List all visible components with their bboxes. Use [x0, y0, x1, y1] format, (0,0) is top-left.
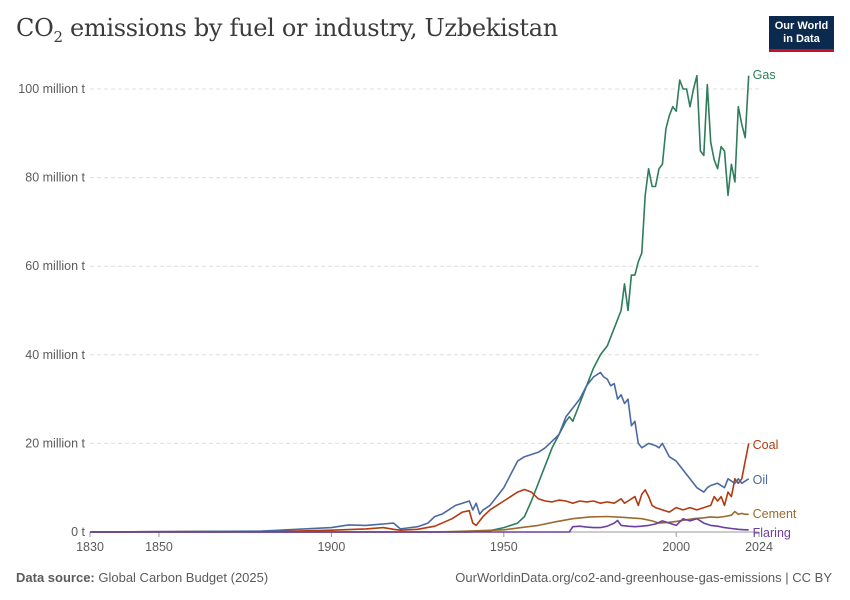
data-source: Data source: Global Carbon Budget (2025) — [16, 570, 269, 585]
x-tick-label: 1850 — [145, 540, 173, 554]
line-chart: 0 t 20 million t 40 million t 60 million t 8… — [18, 68, 797, 554]
series-line-flaring — [90, 517, 749, 533]
series-label-oil: Oil — [753, 473, 768, 487]
license-link[interactable]: OurWorldinData.org/co2-and-greenhouse-ga… — [455, 570, 832, 585]
logo-line-1: Our World — [774, 20, 829, 32]
chart-title: CO2 emissions by fuel or industry, Uzbek… — [16, 14, 558, 46]
y-tick-label: 40 million t — [25, 348, 85, 362]
y-tick-label: 100 million t — [18, 82, 85, 96]
x-tick-label: 1900 — [317, 540, 345, 554]
series-label-coal: Coal — [753, 438, 779, 452]
logo-accent-bar — [769, 49, 834, 52]
logo-line-2: in Data — [783, 33, 820, 45]
x-tick-label: 2000 — [662, 540, 690, 554]
x-tick-label: 1830 — [76, 540, 104, 554]
y-tick-label: 0 t — [71, 525, 85, 539]
y-tick-label: 80 million t — [25, 171, 85, 185]
x-tick-label: 2024 — [745, 540, 773, 554]
series-label-flaring: Flaring — [753, 526, 791, 540]
x-tick-label: 1950 — [490, 540, 518, 554]
y-tick-label: 20 million t — [25, 436, 85, 450]
series-line-oil — [89, 371, 750, 533]
series-line-coal — [89, 443, 750, 533]
series-label-cement: Cement — [753, 507, 797, 521]
series-label-gas: Gas — [753, 68, 776, 82]
y-tick-label: 60 million t — [25, 259, 85, 273]
owid-logo[interactable]: Our World in Data — [769, 16, 834, 52]
series-line-gas — [90, 74, 750, 533]
